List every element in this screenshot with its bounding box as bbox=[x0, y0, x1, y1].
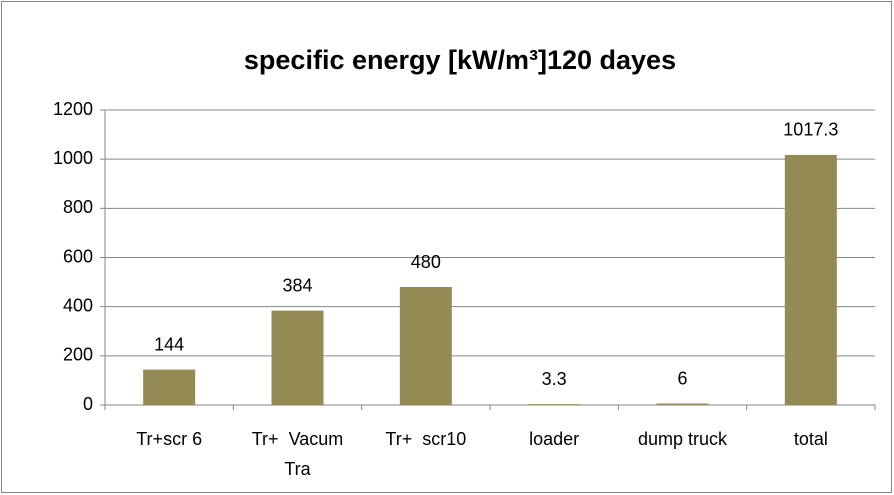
y-tick-label: 0 bbox=[83, 394, 93, 414]
x-tick-label: Tr+scr 6 bbox=[136, 429, 202, 449]
bar bbox=[143, 369, 196, 405]
data-label: 6 bbox=[677, 368, 687, 388]
bar bbox=[656, 403, 709, 405]
data-label: 3.3 bbox=[542, 369, 567, 389]
data-label: 384 bbox=[282, 275, 312, 295]
y-tick-label: 1000 bbox=[53, 148, 93, 168]
bar bbox=[399, 287, 452, 405]
x-tick-label: dump truck bbox=[638, 429, 728, 449]
bar bbox=[528, 404, 581, 405]
bar bbox=[784, 154, 837, 405]
x-tick-label: Tr+ scr10 bbox=[385, 429, 466, 449]
data-label: 144 bbox=[154, 334, 184, 354]
y-tick-label: 1200 bbox=[53, 99, 93, 119]
x-tick-label: total bbox=[794, 429, 828, 449]
x-tick-label: loader bbox=[529, 429, 579, 449]
chart-title: specific energy [kW/m³]120 dayes bbox=[244, 45, 676, 75]
y-tick-label: 800 bbox=[63, 197, 93, 217]
y-tick-label: 600 bbox=[63, 246, 93, 266]
data-label: 1017.3 bbox=[783, 120, 838, 140]
y-tick-label: 400 bbox=[63, 295, 93, 315]
data-label: 480 bbox=[411, 252, 441, 272]
x-tick-label: Tr+ Vacum Tra bbox=[252, 429, 344, 479]
bar bbox=[271, 310, 324, 405]
y-tick-label: 200 bbox=[63, 345, 93, 365]
